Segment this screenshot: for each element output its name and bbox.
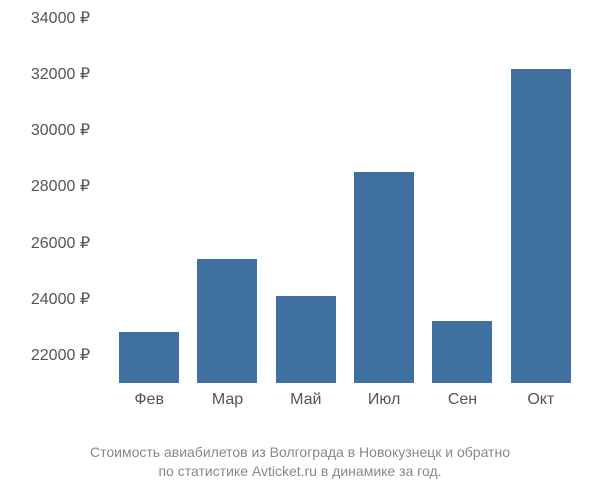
x-axis: Фев Мар Май Июл Сен Окт <box>105 385 585 410</box>
y-tick: 26000 ₽ <box>31 233 90 253</box>
x-tick: Июл <box>354 385 414 410</box>
x-tick: Сен <box>432 385 492 410</box>
x-tick: Окт <box>511 385 571 410</box>
bar <box>197 259 257 383</box>
x-tick: Мар <box>197 385 257 410</box>
y-tick: 22000 ₽ <box>31 345 90 365</box>
chart-caption: Стоимость авиабилетов из Волгограда в Но… <box>0 443 600 482</box>
bar <box>354 172 414 383</box>
bar <box>511 69 571 383</box>
y-tick: 32000 ₽ <box>31 64 90 84</box>
y-tick: 24000 ₽ <box>31 289 90 309</box>
caption-line2: по статистике Avticket.ru в динамике за … <box>158 463 441 479</box>
y-axis: 22000 ₽ 24000 ₽ 26000 ₽ 28000 ₽ 30000 ₽ 32000… <box>10 10 100 390</box>
y-tick: 28000 ₽ <box>31 176 90 196</box>
x-tick: Фев <box>119 385 179 410</box>
bar <box>276 296 336 383</box>
x-tick: Май <box>276 385 336 410</box>
bar <box>432 321 492 383</box>
y-tick: 30000 ₽ <box>31 120 90 140</box>
bars-container <box>105 18 585 383</box>
caption-line1: Стоимость авиабилетов из Волгограда в Но… <box>90 444 510 460</box>
plot-area <box>105 18 585 383</box>
y-tick: 34000 ₽ <box>31 8 90 28</box>
price-chart: 22000 ₽ 24000 ₽ 26000 ₽ 28000 ₽ 30000 ₽ 32000… <box>10 10 590 430</box>
bar <box>119 332 179 383</box>
